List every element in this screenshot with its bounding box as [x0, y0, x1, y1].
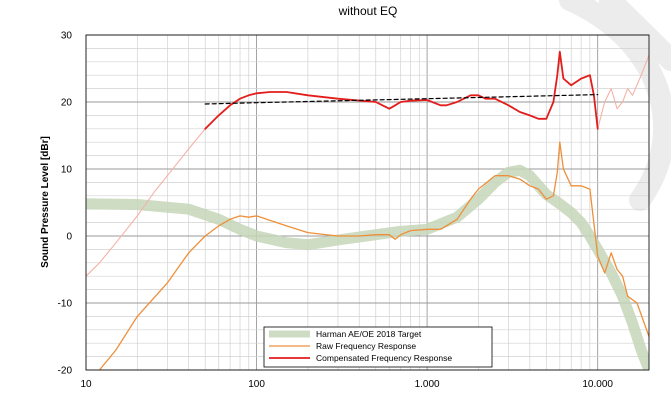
legend-label: Raw Frequency Response [316, 341, 416, 351]
x-tick-label: 10 [80, 379, 92, 390]
plot-frame [85, 34, 650, 371]
legend-label: Harman AE/OE 2018 Target [316, 329, 422, 339]
series-layer [86, 50, 649, 370]
y-tick-label: 30 [61, 31, 73, 42]
y-tick-label: -10 [58, 299, 73, 310]
series-line [597, 54, 649, 130]
legend-label: Compensated Frequency Response [316, 353, 452, 363]
y-axis-label: Sound Pressure Level [dBr] [40, 136, 51, 268]
chart-title: without EQ [338, 4, 398, 18]
series-line [98, 141, 649, 370]
watermark-arc [559, 0, 671, 211]
series-line [204, 50, 599, 130]
legend: Harman AE/OE 2018 Target Raw Frequency Re… [263, 326, 493, 368]
series-line [86, 164, 649, 370]
x-tick-label: 10.000 [582, 379, 613, 390]
y-tick-label: -20 [58, 366, 73, 377]
series-line [204, 94, 599, 105]
series-line [86, 128, 206, 277]
y-axis-ticks: 30 20 10 0 -10 -20 [58, 31, 73, 377]
grid-lines [85, 34, 650, 371]
x-axis-ticks: 10 100 1.000 10.000 [80, 379, 613, 390]
x-tick-label: 1.000 [415, 379, 440, 390]
y-tick-label: 0 [66, 232, 72, 243]
x-tick-label: 100 [248, 379, 265, 390]
y-tick-label: 20 [61, 98, 73, 109]
y-tick-label: 10 [61, 165, 73, 176]
